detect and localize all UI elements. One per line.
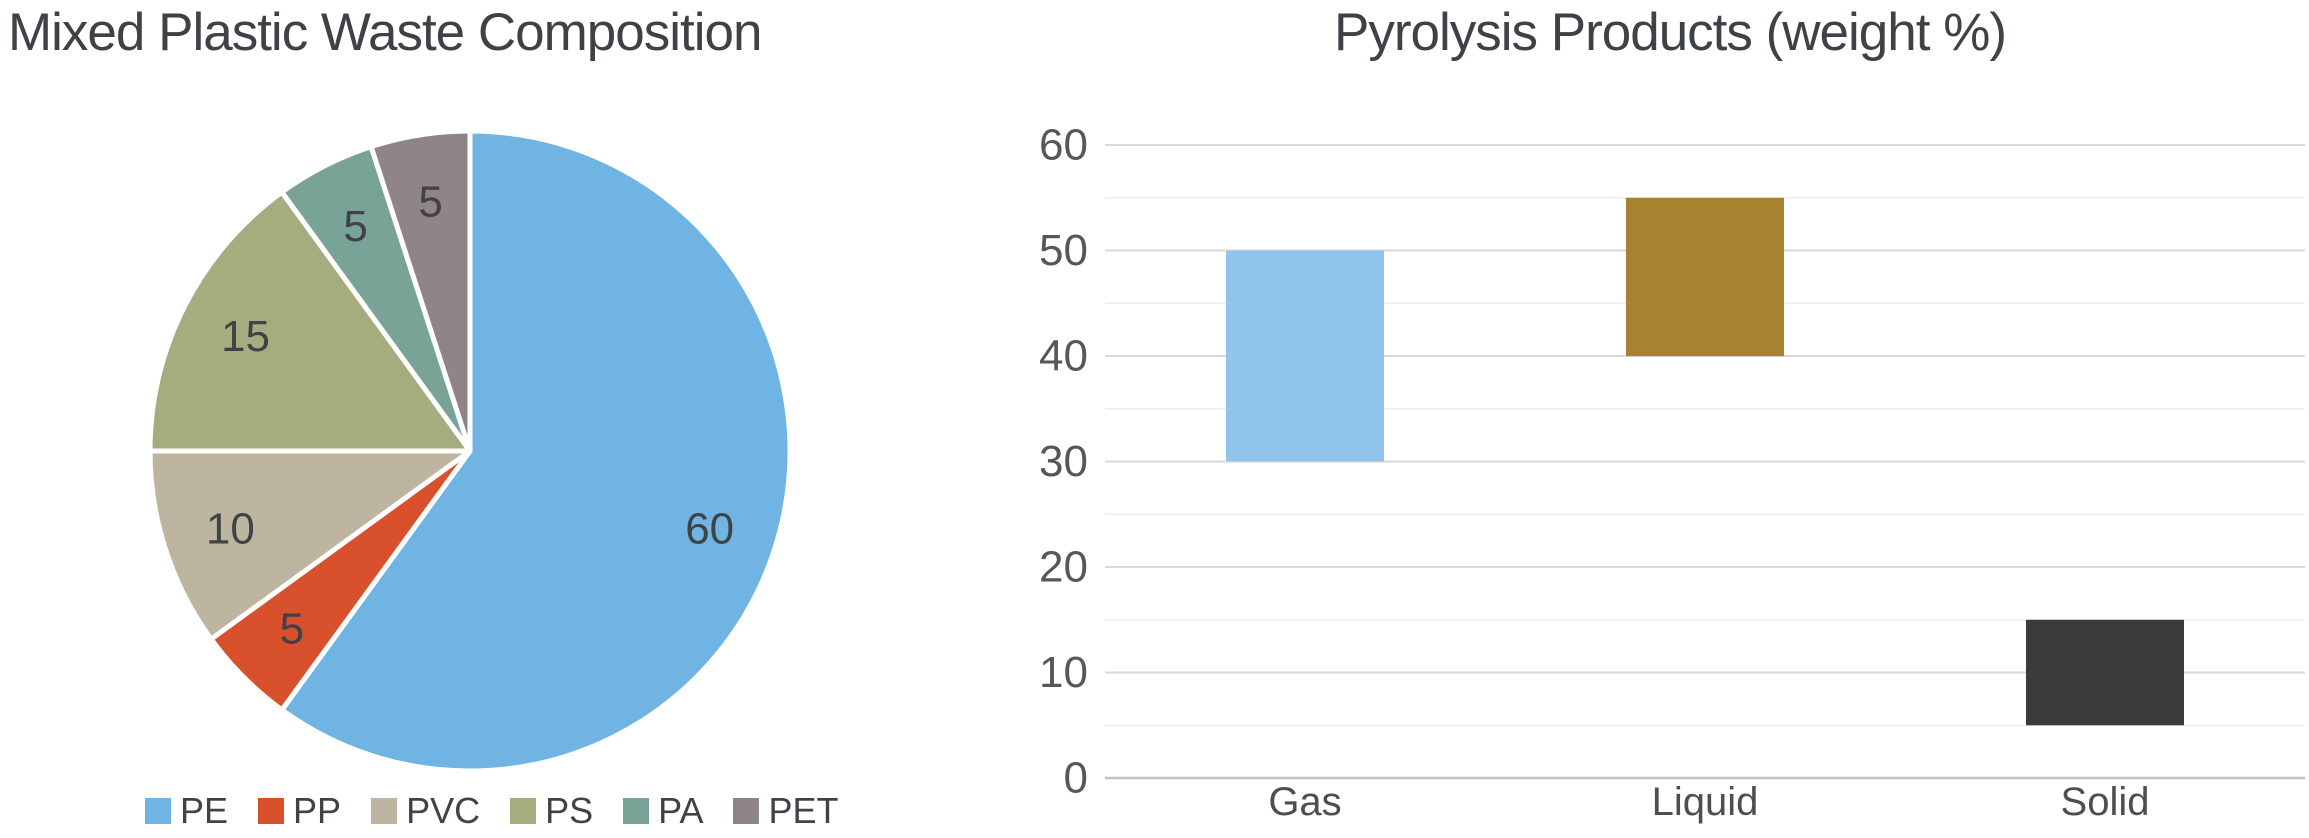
y-tick-label-50: 50: [1039, 226, 1088, 275]
legend-swatch-PA: [623, 798, 650, 824]
pie-slice-label-PS: 15: [221, 312, 270, 361]
bar-chart-title: Pyrolysis Products (weight %): [1334, 3, 2007, 62]
y-tick-label-60: 60: [1039, 121, 1088, 170]
y-tick-label-10: 10: [1039, 648, 1088, 697]
legend-label-PP: PP: [293, 790, 342, 831]
pie-slice-label-PE: 60: [685, 504, 734, 553]
legend-item-PET: PET: [733, 790, 839, 831]
bar-chart: 0 10 20 30 40 50 60 Gas Liquid Solid: [1039, 121, 2305, 824]
bar-gas: [1226, 250, 1384, 462]
legend-swatch-PVC: [371, 798, 398, 824]
pie-slice-PVC: [147, 448, 473, 642]
legend-label-PA: PA: [658, 790, 704, 831]
legend-item-PE: PE: [145, 793, 228, 829]
legend-label-PE: PE: [180, 790, 229, 831]
pie-slice-label-PET: 5: [418, 178, 442, 227]
pie-slice-PE: [279, 128, 793, 774]
legend-label-PVC: PVC: [406, 790, 481, 831]
legend-swatch-PET: [733, 798, 760, 824]
legend-label-PS: PS: [545, 790, 594, 831]
pie-legend: PE PP PVC PS PA PET: [145, 793, 839, 829]
bar-liquid: [1626, 197, 1784, 357]
pie-chart-title: Mixed Plastic Waste Composition: [8, 3, 762, 62]
pie-slice-label-PVC: 10: [206, 504, 255, 553]
y-tick-label-30: 30: [1039, 437, 1088, 486]
pie-slice-PS: [147, 189, 473, 454]
pie-slice-PET: [368, 128, 473, 454]
y-tick-label-20: 20: [1039, 543, 1088, 592]
x-category-label-liquid: Liquid: [1652, 780, 1759, 824]
legend-swatch-PS: [510, 798, 537, 824]
pie-slice-label-PA: 5: [343, 202, 367, 251]
x-category-label-solid: Solid: [2061, 780, 2150, 824]
legend-item-PS: PS: [510, 793, 593, 829]
pie-slice-label-PP: 5: [280, 605, 304, 654]
y-tick-label-0: 0: [1064, 754, 1088, 803]
pie-chart: 60 5 10 15 5 5: [147, 128, 793, 774]
legend-item-PP: PP: [258, 793, 341, 829]
y-tick-label-40: 40: [1039, 332, 1088, 381]
legend-label-PET: PET: [768, 790, 839, 831]
legend-swatch-PE: [145, 798, 171, 824]
legend-swatch-PP: [258, 798, 285, 824]
bar-solid: [2026, 619, 2184, 726]
legend-item-PVC: PVC: [371, 793, 480, 829]
legend-item-PA: PA: [623, 793, 703, 829]
x-category-label-gas: Gas: [1268, 780, 1341, 824]
